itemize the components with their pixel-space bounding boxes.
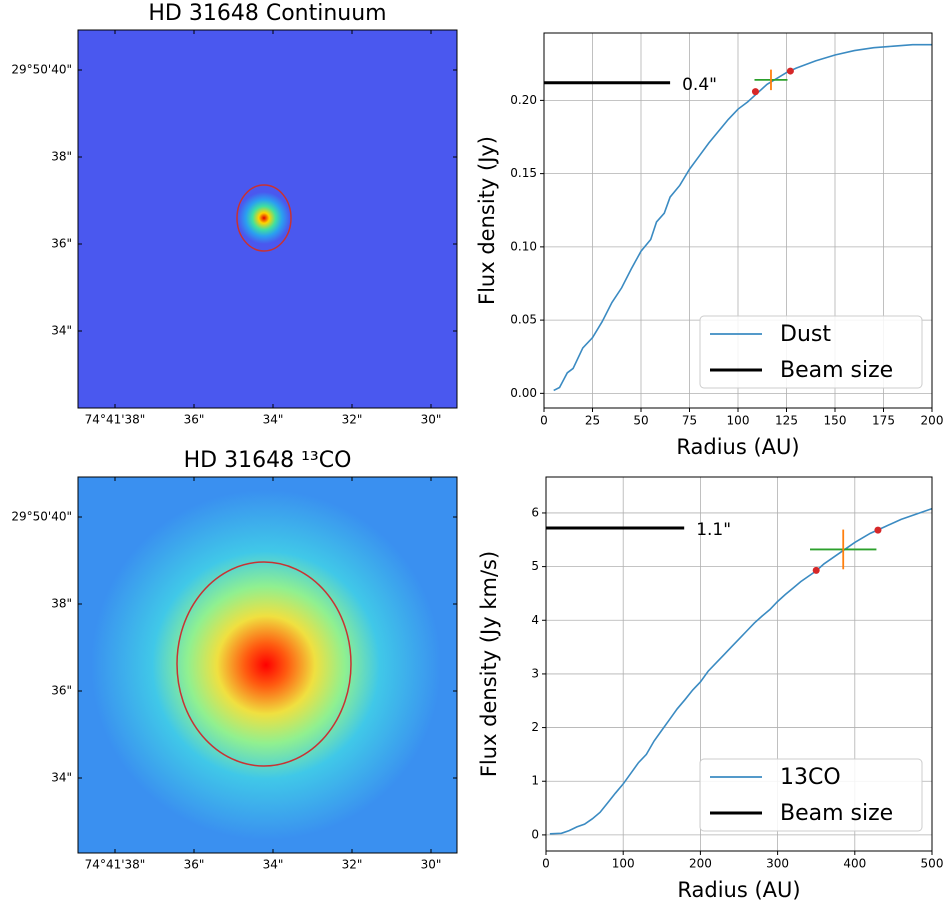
y-axis-label: Flux density (Jy) — [475, 136, 499, 305]
chart-title: HD 31648 ¹³CO — [184, 448, 352, 473]
y-tick-label: 0.10 — [510, 239, 537, 253]
legend-label: Beam size — [780, 358, 893, 383]
x-tick-label: 150 — [824, 414, 847, 428]
x-tick-label: 100 — [612, 857, 635, 871]
y-axis-label: Flux density (Jy km/s) — [477, 551, 501, 777]
y-tick-label: 38" — [51, 597, 72, 611]
x-tick-label: 500 — [921, 857, 944, 871]
x-tick-label: 30" — [421, 413, 442, 427]
y-tick-label: 29°50'40" — [11, 63, 72, 77]
x-tick-label: 74°41'38" — [85, 413, 146, 427]
x-tick-label: 200 — [921, 414, 944, 428]
point — [786, 67, 794, 75]
x-axis-label: Radius (AU) — [676, 435, 799, 459]
axes-frame — [77, 476, 458, 854]
y-tick-label: 6 — [531, 505, 539, 519]
point — [751, 88, 759, 96]
axes-frame — [77, 29, 458, 409]
axes-frame — [545, 476, 933, 852]
y-tick-label: 0.15 — [510, 166, 537, 180]
y-tick-label: 5 — [531, 559, 539, 573]
y-tick-label: 38" — [51, 150, 72, 164]
beam-annotation: 0.4" — [682, 75, 717, 95]
x-tick-label: 0 — [542, 857, 550, 871]
axes-frame — [543, 32, 933, 409]
y-tick-label: 0.20 — [510, 93, 537, 107]
y-tick-label: 1 — [531, 774, 539, 788]
x-tick-label: 74°41'38" — [85, 858, 146, 872]
point — [812, 566, 820, 574]
y-tick-label: 29°50'40" — [11, 510, 72, 524]
y-tick-label: 0.05 — [510, 313, 537, 327]
x-tick-label: 400 — [843, 857, 866, 871]
x-tick-label: 32" — [342, 858, 363, 872]
y-tick-label: 36" — [51, 237, 72, 251]
beam-annotation: 1.1" — [696, 520, 731, 540]
aperture-ellipse — [236, 184, 292, 252]
x-tick-label: 25 — [585, 414, 600, 428]
y-tick-label: 34" — [51, 324, 72, 338]
image-emission — [78, 477, 457, 853]
y-tick-label: 4 — [531, 613, 539, 627]
x-tick-label: 300 — [766, 857, 789, 871]
chart-title: HD 31648 Continuum — [148, 1, 386, 26]
x-tick-label: 50 — [633, 414, 648, 428]
y-tick-label: 0.00 — [510, 386, 537, 400]
x-tick-label: 34" — [263, 858, 284, 872]
x-tick-label: 34" — [263, 413, 284, 427]
image-emission — [78, 30, 457, 408]
x-tick-label: 175 — [872, 414, 895, 428]
aperture-ellipse — [176, 561, 352, 767]
x-tick-label: 200 — [689, 857, 712, 871]
y-tick-label: 3 — [531, 666, 539, 680]
y-tick-label: 36" — [51, 684, 72, 698]
x-axis-label: Radius (AU) — [677, 878, 800, 902]
legend-label: Dust — [780, 322, 831, 347]
x-tick-label: 36" — [184, 858, 205, 872]
point — [874, 526, 882, 534]
series-line — [549, 507, 933, 835]
series-line — [553, 43, 932, 392]
legend-label: 13CO — [780, 765, 841, 790]
x-tick-label: 75 — [682, 414, 697, 428]
y-tick-label: 0 — [531, 827, 539, 841]
y-tick-label: 34" — [51, 771, 72, 785]
x-tick-label: 36" — [184, 413, 205, 427]
x-tick-label: 30" — [421, 858, 442, 872]
x-tick-label: 0 — [540, 414, 548, 428]
x-tick-label: 125 — [775, 414, 798, 428]
x-tick-label: 100 — [727, 414, 750, 428]
x-tick-label: 32" — [342, 413, 363, 427]
y-tick-label: 2 — [531, 720, 539, 734]
legend-label: Beam size — [780, 801, 893, 826]
